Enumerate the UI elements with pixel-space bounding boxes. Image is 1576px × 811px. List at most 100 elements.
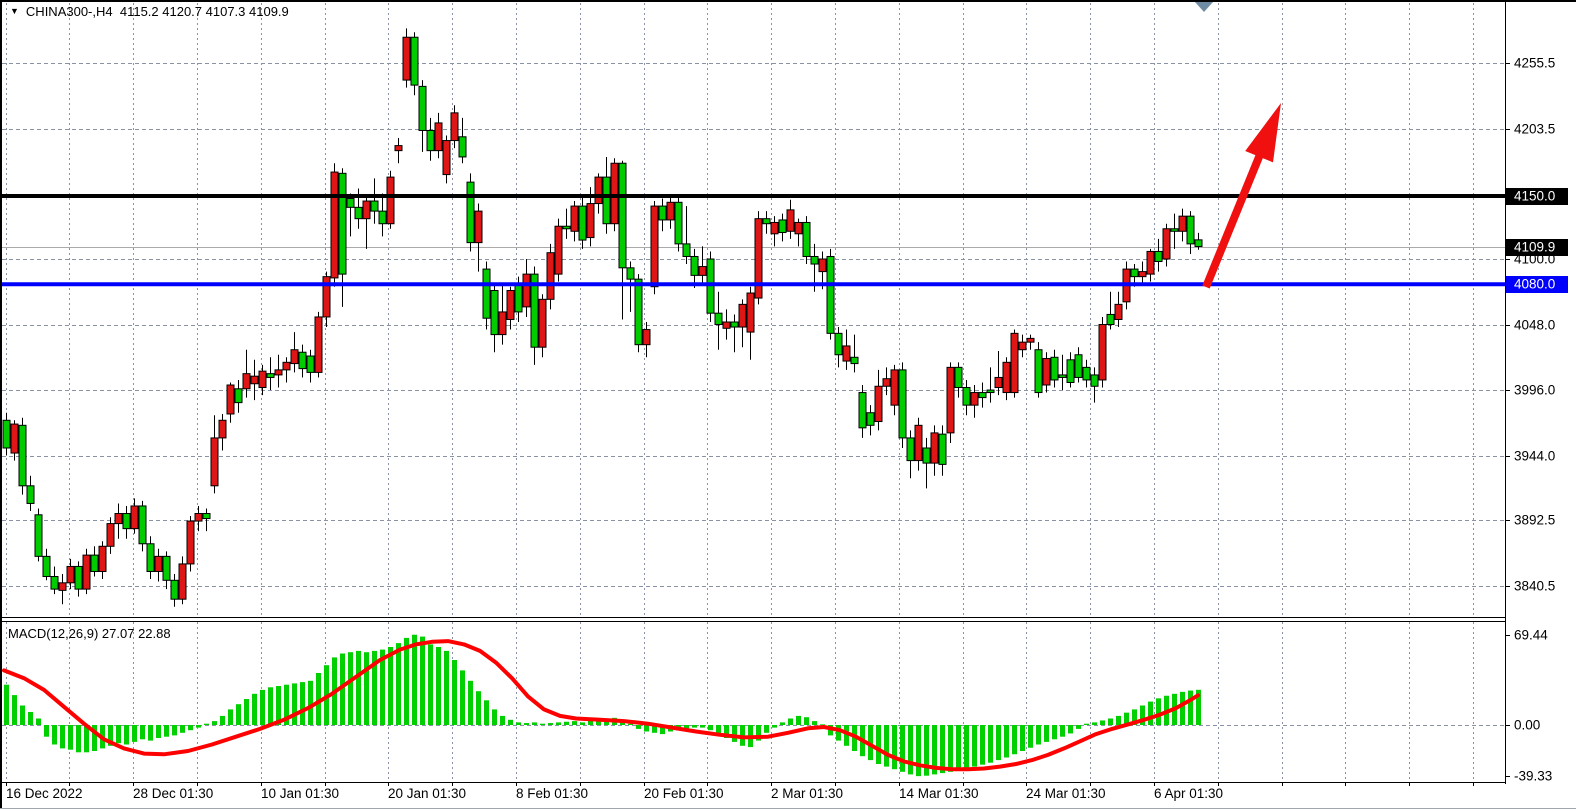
candle-body: [178, 563, 187, 600]
candle: [274, 354, 283, 388]
candle-body: [378, 210, 387, 225]
candle-body: [426, 129, 435, 152]
price-tick-label: 4048.0: [1514, 318, 1555, 333]
macd-bar: [924, 725, 929, 776]
candle: [58, 574, 67, 605]
price-badge-label: 4109.9: [1514, 240, 1555, 255]
candle-body: [218, 419, 227, 439]
macd-bar: [388, 647, 393, 725]
macd-bar: [484, 700, 489, 725]
candle-body: [874, 385, 883, 423]
panel-separator[interactable]: [2, 621, 1505, 622]
macd-bar: [1148, 701, 1153, 725]
candle-body: [1050, 356, 1059, 381]
candle-body: [1042, 358, 1051, 386]
candle: [74, 561, 83, 597]
macd-bar: [532, 722, 537, 725]
macd-bar: [548, 723, 553, 725]
candle: [378, 193, 387, 237]
candle: [138, 500, 147, 552]
macd-bar: [1084, 723, 1089, 725]
candle: [922, 437, 931, 489]
candle-body: [482, 268, 491, 319]
candle-body: [786, 209, 795, 232]
ohlc-text: CHINA300-,H4 4115.2 4120.7 4107.3 4109.9: [25, 4, 289, 19]
macd-bar: [372, 650, 377, 725]
candle-body: [1106, 313, 1115, 326]
time-tick-label: 20 Feb 01:30: [644, 786, 724, 801]
candle-body: [1162, 228, 1171, 260]
candle: [1098, 316, 1107, 388]
candle-body: [1178, 215, 1187, 232]
candle-body: [626, 267, 635, 280]
candle-body: [42, 555, 51, 578]
macd-bar: [516, 722, 521, 725]
price-tick-label: 4255.5: [1514, 56, 1555, 71]
macd-bar: [60, 725, 65, 749]
candle-body: [1170, 228, 1179, 232]
candle-body: [58, 582, 67, 591]
candle: [402, 28, 411, 88]
macd-bar: [68, 725, 73, 750]
candle: [298, 344, 307, 378]
time-tick-label: 20 Jan 01:30: [388, 786, 466, 801]
candle: [970, 385, 979, 418]
candle: [626, 261, 635, 312]
candle: [746, 286, 755, 360]
candle: [18, 417, 27, 495]
macd-bar: [972, 725, 977, 767]
candle-body: [386, 176, 395, 225]
time-axis[interactable]: 16 Dec 2022 28 Dec 01:30 10 Jan 01:30 20 Ja…: [6, 782, 1474, 801]
candle-body: [410, 36, 419, 86]
candle-body: [906, 437, 915, 462]
macd-bar: [196, 725, 201, 728]
candle-body: [338, 172, 347, 275]
candle-body: [658, 205, 667, 221]
macd-bar: [540, 723, 545, 725]
macd-bar: [420, 636, 425, 725]
macd-bar: [692, 725, 697, 728]
candle-body: [674, 201, 683, 245]
candle: [26, 475, 35, 511]
candle-body: [650, 205, 659, 288]
macd-bar: [588, 720, 593, 725]
macd-bar: [188, 725, 193, 731]
macd-bar: [948, 725, 953, 772]
candle-body: [762, 218, 771, 225]
macd-bar: [156, 725, 161, 738]
candle-body: [890, 369, 899, 406]
candle-body: [826, 255, 835, 334]
macd-bar: [276, 686, 281, 725]
macd-bar: [300, 682, 305, 725]
macd-bar: [1132, 709, 1137, 725]
macd-bar: [444, 650, 449, 725]
chart-ohlc-header: ▼ CHINA300-,H4 4115.2 4120.7 4107.3 4109.…: [10, 4, 289, 19]
candle-body: [274, 369, 283, 376]
macd-bar: [564, 721, 569, 725]
macd-bar: [1004, 725, 1009, 758]
candle: [706, 251, 715, 322]
candle: [1090, 367, 1099, 403]
candle-body: [498, 311, 507, 336]
window-top-border: [0, 0, 1576, 2]
macd-axis[interactable]: 69.44 0.00 -39.33: [1505, 628, 1552, 784]
macd-indicator-label: MACD(12,26,9) 27.07 22.88: [8, 626, 171, 641]
candle-body: [10, 423, 19, 454]
candle: [914, 417, 923, 471]
price-axis[interactable]: 4255.54203.54100.04048.03996.03944.03892…: [1505, 56, 1568, 594]
candle: [1034, 342, 1043, 398]
macd-bar: [708, 725, 713, 731]
macd-bar: [148, 725, 153, 741]
trend-arrow[interactable]: [1202, 103, 1281, 289]
macd-bar: [404, 637, 409, 725]
candle: [754, 211, 763, 305]
candle-body: [186, 520, 195, 565]
panel-separator[interactable]: [2, 617, 1505, 618]
candle: [562, 208, 571, 239]
chart-shift-marker-icon[interactable]: [1195, 2, 1213, 12]
candle-body: [282, 361, 291, 371]
macd-bar: [12, 695, 17, 725]
price-tick-label: 3892.5: [1514, 513, 1555, 528]
candle-body: [26, 485, 35, 504]
